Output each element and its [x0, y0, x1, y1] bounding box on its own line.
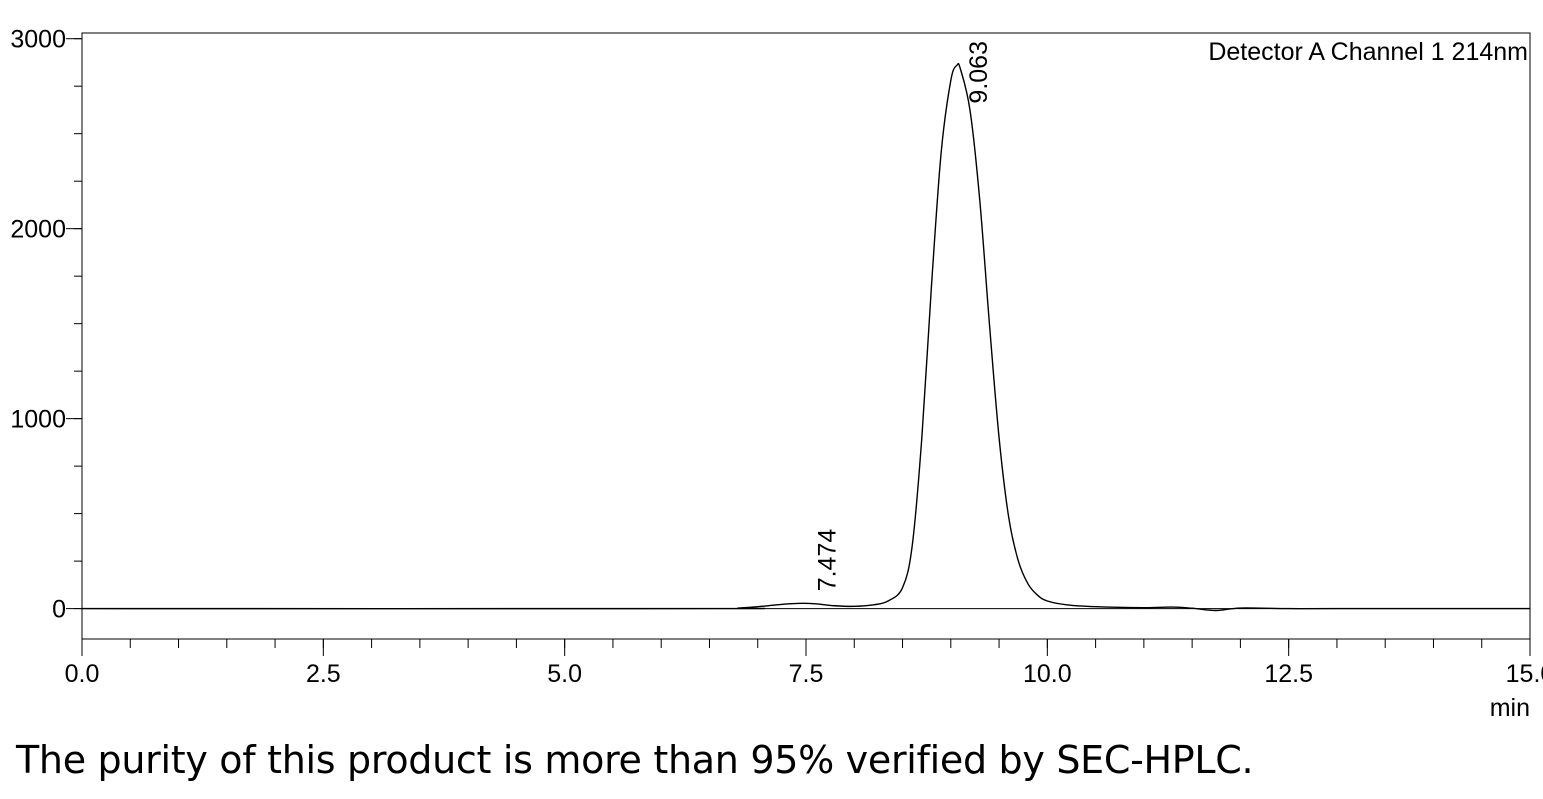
- chromatogram-trace-0: [81, 62, 1530, 612]
- chromatogram-chart: 0 1000 2000 3000 0.0 2.5 5.0 7.5 10.0 12.5 15.0 min…: [10, 26, 1543, 722]
- y-tick-label: 0: [52, 596, 66, 624]
- chart-svg: 0 1000 2000 3000 0.0 2.5 5.0 7.5 10.0 12.5 15.0 min…: [10, 26, 1543, 722]
- x-tick-label: 2.5: [306, 660, 341, 688]
- purity-caption: The purity of this product is more than …: [16, 738, 1254, 782]
- x-tick-label: 10.0: [1023, 660, 1072, 688]
- y-tick-label: 1000: [10, 406, 66, 434]
- x-tick-label: 5.0: [547, 660, 582, 688]
- legend-label: Detector A Channel 1 214nm: [1208, 38, 1528, 66]
- y-tick-label: 3000: [10, 26, 66, 54]
- x-tick-label: 15.0: [1506, 660, 1543, 688]
- x-tick-label: 7.5: [789, 660, 824, 688]
- plot-frame: [81, 32, 1531, 640]
- peak-label: 9.063: [965, 41, 993, 104]
- x-tick-label: 12.5: [1264, 660, 1313, 688]
- x-tick-label: 0.0: [65, 660, 100, 688]
- x-axis-label: min: [1490, 694, 1530, 722]
- y-tick-label: 2000: [10, 216, 66, 244]
- peak-label: 7.474: [813, 529, 841, 592]
